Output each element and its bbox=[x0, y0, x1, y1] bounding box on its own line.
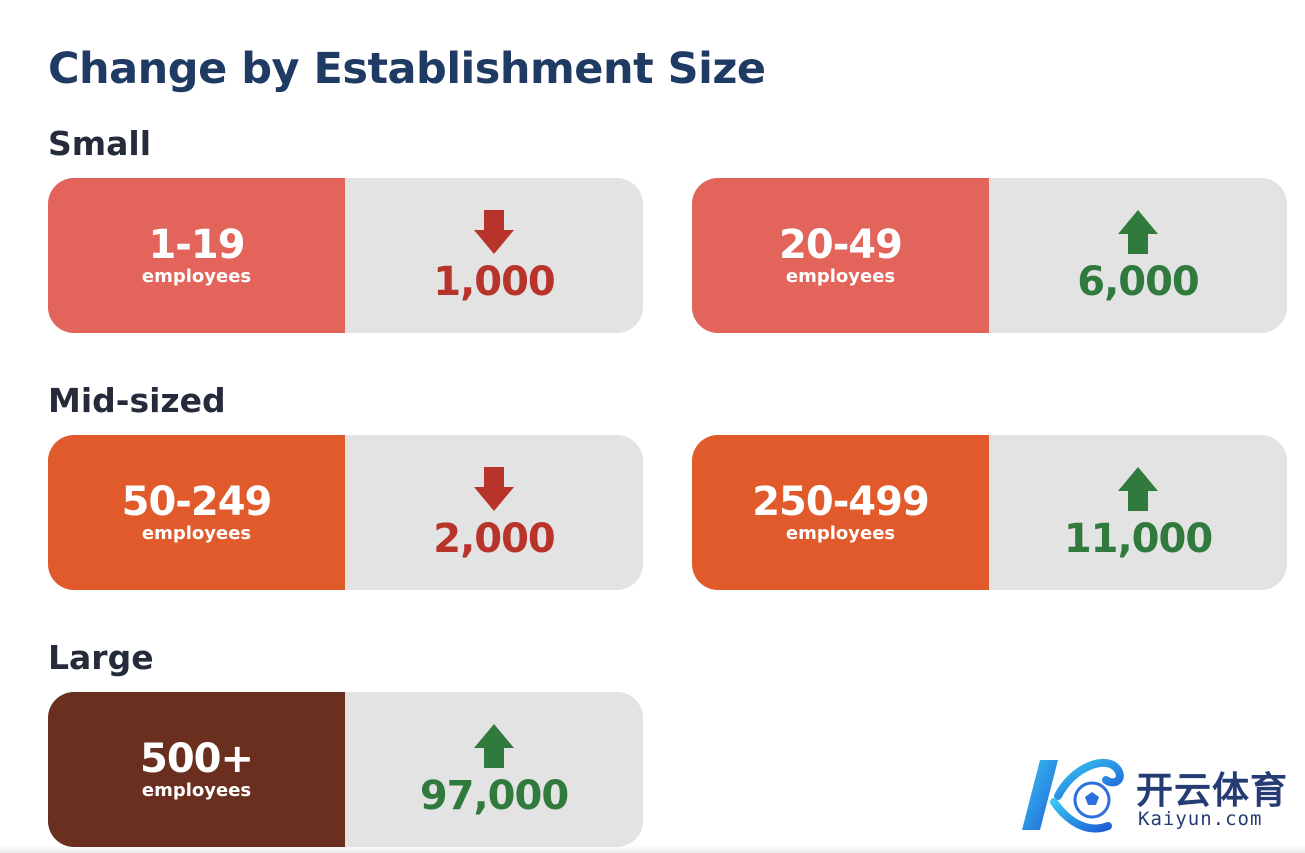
group-label-mid-sized: Mid-sized bbox=[48, 381, 226, 420]
card-value: 11,000 bbox=[1063, 515, 1213, 562]
card-range: 1-19 bbox=[148, 221, 245, 268]
card-change-panel: 11,000 bbox=[989, 435, 1287, 590]
card-range: 20-49 bbox=[779, 221, 903, 268]
card-value: 97,000 bbox=[419, 772, 569, 819]
arrow-up-icon bbox=[474, 723, 514, 768]
group-label-small: Small bbox=[48, 124, 152, 163]
card-unit: employees bbox=[141, 522, 252, 544]
card-range-panel: 1-19 employees bbox=[48, 178, 345, 333]
watermark-brand-cn: 开云体育 bbox=[1136, 769, 1288, 812]
page-title: Change by Establishment Size bbox=[48, 44, 766, 94]
card-change-panel: 97,000 bbox=[345, 692, 643, 847]
card-range-panel: 20-49 employees bbox=[692, 178, 989, 333]
card-range: 500+ bbox=[139, 735, 254, 782]
arrow-down-icon bbox=[474, 466, 514, 511]
card-20-49: 20-49 employees 6,000 bbox=[692, 178, 1287, 333]
card-range-panel: 50-249 employees bbox=[48, 435, 345, 590]
card-value: 6,000 bbox=[1077, 258, 1200, 305]
card-value: 2,000 bbox=[433, 515, 556, 562]
bottom-edge-shadow bbox=[0, 845, 1305, 853]
arrow-down-icon bbox=[474, 209, 514, 254]
watermark-brand-url: Kaiyun.com bbox=[1138, 808, 1263, 830]
card-range: 50-249 bbox=[121, 478, 273, 525]
card-unit: employees bbox=[785, 265, 896, 287]
arrow-up-icon bbox=[1118, 466, 1158, 511]
card-change-panel: 2,000 bbox=[345, 435, 643, 590]
card-range: 250-499 bbox=[752, 478, 930, 525]
card-50-249: 50-249 employees 2,000 bbox=[48, 435, 643, 590]
card-500-plus: 500+ employees 97,000 bbox=[48, 692, 643, 847]
card-value: 1,000 bbox=[433, 258, 556, 305]
arrow-up-icon bbox=[1118, 209, 1158, 254]
card-range-panel: 500+ employees bbox=[48, 692, 345, 847]
card-range-panel: 250-499 employees bbox=[692, 435, 989, 590]
group-label-large: Large bbox=[48, 638, 154, 677]
kaiyun-logo-icon bbox=[1022, 758, 1124, 833]
card-change-panel: 6,000 bbox=[989, 178, 1287, 333]
card-unit: employees bbox=[141, 265, 252, 287]
card-change-panel: 1,000 bbox=[345, 178, 643, 333]
watermark-logo: 开云体育 Kaiyun.com bbox=[1018, 752, 1298, 838]
card-unit: employees bbox=[141, 779, 252, 801]
card-1-19: 1-19 employees 1,000 bbox=[48, 178, 643, 333]
card-250-499: 250-499 employees 11,000 bbox=[692, 435, 1287, 590]
card-unit: employees bbox=[785, 522, 896, 544]
